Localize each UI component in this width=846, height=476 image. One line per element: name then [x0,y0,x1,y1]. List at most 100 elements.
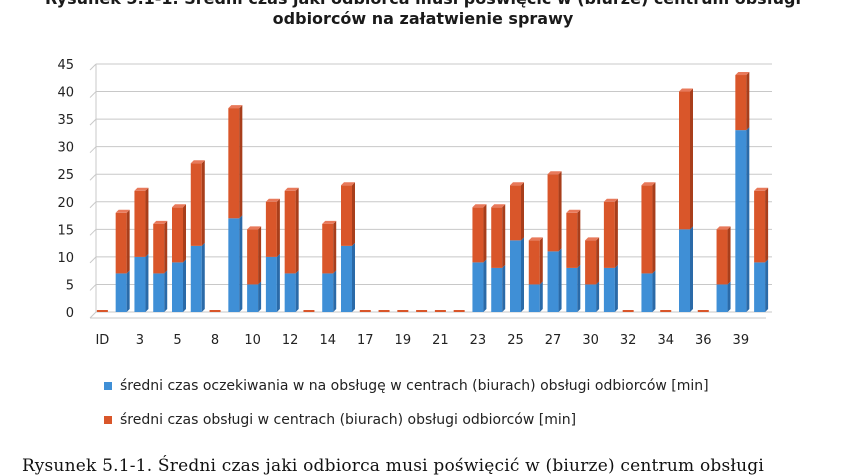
bar-segment-service [679,91,690,230]
bar-side [183,259,186,312]
bar-top [115,209,130,213]
bar-top [603,198,618,202]
x-tick-label: 12 [282,333,299,348]
chart-title-line-2: odbiorców na załatwienie sprawy [272,9,574,28]
bar-side [502,264,506,312]
bar-side [276,253,280,312]
bar-segment-waiting [679,229,690,312]
x-tick-label: 25 [507,333,524,348]
bar-side [596,281,600,312]
bar-top [247,226,262,230]
y-tick-label: 25 [57,168,74,183]
x-tick-label: 8 [211,333,219,348]
y-tick-label: 35 [57,113,74,128]
bar-side [690,88,693,230]
bar-side [164,270,168,312]
gridline-depth [89,173,97,181]
bar-top [341,182,355,186]
bar-side [183,204,186,263]
x-tick-label: ID [95,333,109,348]
bar-side [295,187,299,274]
bar-side [126,270,130,312]
x-tick-label: 36 [695,333,712,348]
bar-side [164,220,168,274]
bar-top [153,220,168,224]
x-tick-label: 5 [173,333,181,348]
y-tick-label: 45 [57,58,74,73]
bar-segment-waiting [134,256,146,312]
y-tick-label: 30 [57,141,74,156]
bar-side [727,226,731,285]
bar-empty [697,310,709,312]
bar-top [528,237,543,241]
bar-segment-waiting [284,273,296,312]
legend-swatch-blue [104,382,112,390]
bar-side [126,209,130,274]
bar-segment-waiting [491,267,503,312]
bar-segment-service [547,174,559,252]
bar-segment-service [491,207,503,268]
bar-empty [416,310,428,312]
bar-top [641,182,656,186]
bar-segment-waiting [754,262,766,312]
bar-segment-service [528,240,540,285]
gridline-depth [89,146,97,154]
gridline-depth [89,311,97,319]
bar-segment-service [190,163,202,246]
legend-label-waiting-time: średni czas oczekiwania w na obsługę w c… [120,378,709,394]
bar-side [352,242,355,312]
bar-top [510,182,524,186]
bar-segment-waiting [153,273,165,312]
bar-top [172,204,186,208]
bar-segment-service [641,185,653,274]
bar-segment-service [716,229,728,285]
bar-side [690,226,693,312]
legend-item-service-time: średni czas obsługi w centrach (biurach)… [104,412,576,428]
gridline-depth [89,91,97,98]
bar-side [239,215,243,312]
bar-segment-waiting [528,284,540,312]
gridline-depth [89,228,97,236]
bar-side [652,270,656,312]
bar-top [679,88,693,92]
bar-segment-service [247,229,259,285]
bar-empty [660,310,672,312]
bar-side [746,127,750,312]
bar-side [333,270,337,312]
gridline-depth [89,284,97,291]
bar-segment-service [115,212,127,274]
bar-top [547,171,562,175]
bar-side [333,220,337,274]
bar-segment-waiting [265,256,277,312]
x-tick-label: 39 [733,333,750,348]
x-tick-label: 3 [136,333,144,348]
bar-segment-service [153,223,165,274]
bar-top [284,187,299,191]
bar-segment-service [585,240,597,285]
bar-top [228,105,243,109]
bar-segment-waiting [472,262,484,312]
bar-top [716,226,731,230]
y-tick-label: 15 [57,223,74,238]
y-tick-label: 5 [66,278,74,293]
gridline-depth [89,118,97,126]
bar-side [276,198,280,257]
bar-side [746,72,750,131]
bar-side [652,182,656,274]
bar-top [472,204,487,208]
bar-segment-service [284,190,296,274]
bar-side [483,259,487,312]
bar-side [596,237,600,285]
bar-segment-service [472,207,484,263]
legend-label-service-time: średni czas obsługi w centrach (biurach)… [120,412,577,428]
bar-side [295,270,299,312]
x-tick-label: 21 [432,333,449,348]
bar-segment-waiting [547,251,559,312]
bar-side [502,204,506,268]
bar-segment-service [603,201,615,268]
bar-top [566,209,581,213]
bar-side [352,182,355,246]
bar-top [265,198,280,202]
bar-top [134,187,149,191]
